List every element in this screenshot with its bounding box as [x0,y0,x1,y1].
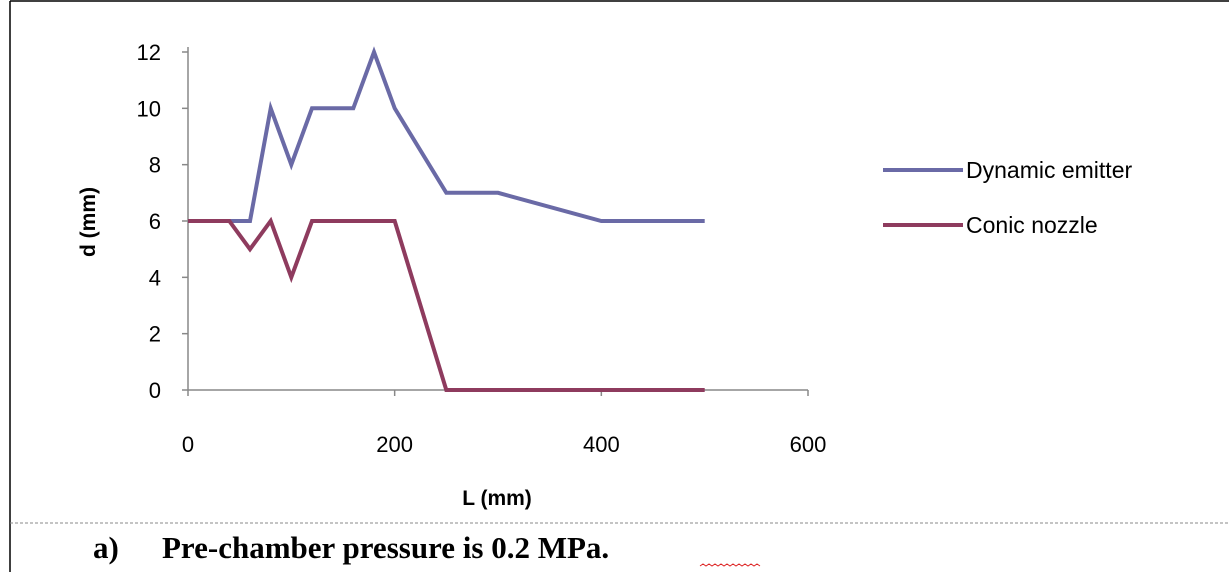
y-axis-title: d (mm) [77,187,100,257]
y-tick-label: 0 [149,378,161,403]
y-tick-label: 12 [137,40,161,65]
x-tick-label: 0 [182,432,194,457]
axes-group: 0 2 4 6 8 10 12 0 200 400 600 [137,40,827,457]
series-group [188,46,705,392]
y-tick-label: 6 [149,209,161,234]
caption-text: Pre-chamber pressure is 0.2 MPa. [162,530,609,565]
x-tick-label: 200 [376,432,413,457]
x-tick-label: 600 [790,432,827,457]
y-tick-label: 2 [149,322,161,347]
series-line-dynamic-emitter [188,46,705,223]
x-tick-label: 400 [583,432,620,457]
caption-marker: a) [93,530,119,565]
legend-label: Conic nozzle [966,212,1098,238]
series-line-conic-nozzle [188,216,705,392]
spellcheck-underline [699,563,761,567]
y-tick-label: 4 [149,265,161,290]
y-tick-label: 10 [137,96,161,121]
x-axis-title: L (mm) [462,487,532,510]
legend-label: Dynamic emitter [966,157,1132,183]
y-tick-label: 8 [149,153,161,178]
legend: Dynamic emitter Conic nozzle [883,157,1132,238]
